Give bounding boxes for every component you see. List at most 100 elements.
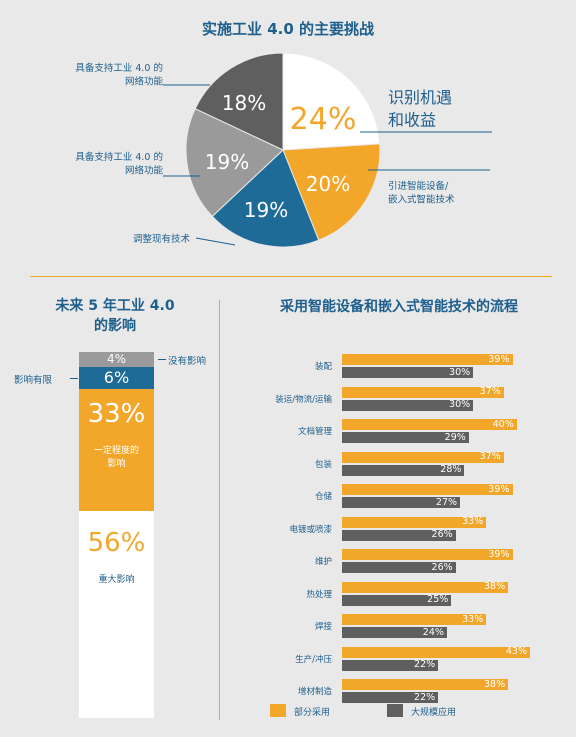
pie-slice-1 xyxy=(282,143,381,241)
stack-title-line-2: 的影响 xyxy=(94,318,136,334)
bar-value-1-5: 26% xyxy=(431,529,453,540)
bar-value-0-4: 39% xyxy=(488,483,510,495)
bar-category-label-5: 电镀或喷漆 xyxy=(289,524,332,535)
bar-chart-title: 采用智能设备和嵌入式智能技术的流程 xyxy=(280,299,518,315)
bar-value-0-2: 40% xyxy=(492,418,514,430)
bar-0-4 xyxy=(342,484,513,495)
bar-value-0-10: 38% xyxy=(484,678,506,690)
pie-leader-line-2 xyxy=(195,237,236,246)
legend-swatch-partial xyxy=(270,704,286,717)
stack-segment-label-3-line-0: 重大影响 xyxy=(98,574,135,585)
pie-slice-label-3-line-0: 具备支持工业 4.0 的 xyxy=(75,151,163,163)
bar-0-6 xyxy=(342,549,513,560)
pie-chart-title: 实施工业 4.0 的主要挑战 xyxy=(201,20,375,38)
bar-0-10 xyxy=(342,679,509,690)
bar-category-label-9: 生产/冲压 xyxy=(295,654,332,665)
bar-1-9 xyxy=(342,659,439,671)
bar-1-4 xyxy=(342,497,461,508)
pie-slice-3 xyxy=(185,108,284,218)
bar-1-10 xyxy=(342,692,439,703)
stack-title-line-1: 未来 5 年工业 4.0 xyxy=(55,298,175,314)
stack-segment-value-2: 33% xyxy=(87,398,146,429)
legend-label-partial: 部分采用 xyxy=(294,708,331,718)
bar-value-0-8: 33% xyxy=(462,613,484,625)
pie-slice-value-3: 19% xyxy=(205,150,249,174)
bar-value-0-5: 33% xyxy=(462,516,484,527)
bar-category-label-2: 文档管理 xyxy=(297,427,332,437)
vertical-divider xyxy=(219,300,220,720)
bar-1-8 xyxy=(342,627,447,638)
bar-value-1-9: 22% xyxy=(414,659,436,670)
stack-segment-label-1: 影响有限 xyxy=(14,374,53,386)
bar-1-3 xyxy=(342,464,465,476)
bar-category-label-8: 焊接 xyxy=(314,622,332,632)
stack-chart-title: 未来 5 年工业 4.0 的影响 xyxy=(20,296,210,336)
bar-1-5 xyxy=(342,529,456,541)
stack-segment-1 xyxy=(79,366,154,389)
bar-1-2 xyxy=(342,432,469,443)
bar-value-0-1: 37% xyxy=(479,386,501,397)
stack-segment-2 xyxy=(79,388,154,511)
stack-segment-value-1: 6% xyxy=(103,367,130,387)
bar-0-2 xyxy=(342,419,517,430)
bar-value-1-0: 30% xyxy=(449,366,471,378)
legend-label-large-scale: 大规模应用 xyxy=(411,708,457,718)
stack-segment-value-0: 4% xyxy=(106,352,127,367)
pie-slice-label-2-line-0: 调整现有技术 xyxy=(133,233,191,245)
bar-1-1 xyxy=(342,399,474,411)
bar-category-label-10: 增材制造 xyxy=(297,687,332,697)
bar-0-3 xyxy=(342,451,504,463)
pie-slice-label-3-line-1: 网络功能 xyxy=(125,164,164,176)
bar-0-9 xyxy=(342,646,530,658)
bar-0-8 xyxy=(342,614,487,625)
bar-value-0-6: 39% xyxy=(488,548,510,560)
stack-segment-label-2-line-1: 影响 xyxy=(107,458,126,469)
bar-0-0 xyxy=(342,354,513,365)
stacked-bar-chart: 4% 没有影响 6% 影响有限 33% 一定程度的影响 56% 重大影响 xyxy=(0,0,220,737)
pie-slice-4 xyxy=(194,52,284,151)
pie-slice-label-0-line-1: 和收益 xyxy=(388,110,436,129)
bar-0-7 xyxy=(342,581,509,593)
stack-segment-label-2-line-0: 一定程度的 xyxy=(93,445,139,456)
pie-slice-label-4-line-1: 网络功能 xyxy=(125,75,164,87)
horizontal-divider xyxy=(30,276,552,277)
pie-slice-value-1: 20% xyxy=(306,172,350,196)
bar-value-0-9: 43% xyxy=(505,646,527,657)
bar-value-0-0: 39% xyxy=(488,353,510,365)
bar-category-label-0: 装配 xyxy=(314,362,332,372)
pie-slice-label-1-line-1: 嵌入式智能技术 xyxy=(388,193,455,205)
pie-slice-label-0-line-0: 识别机遇 xyxy=(388,88,452,107)
bar-value-1-6: 26% xyxy=(431,561,453,573)
bar-value-1-4: 27% xyxy=(435,496,458,508)
stack-leader-0 xyxy=(158,359,166,361)
bar-category-label-3: 包装 xyxy=(314,459,332,470)
bar-category-label-7: 热处理 xyxy=(306,589,332,600)
bar-value-1-7: 25% xyxy=(427,594,449,605)
stack-leader-1 xyxy=(70,377,78,379)
pie-slice-value-4: 18% xyxy=(222,91,266,115)
pie-slice-value-2: 19% xyxy=(244,198,288,222)
bar-value-1-2: 29% xyxy=(444,431,466,443)
pie-slice-value-0: 24% xyxy=(290,102,357,137)
bar-value-1-10: 22% xyxy=(414,691,436,703)
bar-category-label-6: 维护 xyxy=(314,557,332,567)
stack-segment-value-3: 56% xyxy=(87,527,146,558)
pie-slice-label-1-line-0: 引进智能设备/ xyxy=(388,180,449,192)
stack-segment-3 xyxy=(79,510,154,718)
bar-1-7 xyxy=(342,594,452,606)
pie-slice-2 xyxy=(211,149,320,248)
pie-slice-label-4-line-0: 具备支持工业 4.0 的 xyxy=(75,62,163,74)
bar-1-6 xyxy=(342,562,456,573)
bar-value-0-7: 38% xyxy=(484,581,506,592)
bar-value-1-3: 28% xyxy=(440,464,462,475)
bar-category-label-4: 仓储 xyxy=(314,492,332,502)
stack-segment-label-0: 没有影响 xyxy=(168,356,207,368)
bar-1-0 xyxy=(342,367,474,378)
bar-category-label-1: 装运/物流/运输 xyxy=(275,394,332,405)
pie-slice-0 xyxy=(282,52,381,151)
bar-0-1 xyxy=(342,386,504,398)
bar-value-1-8: 24% xyxy=(422,626,444,638)
stack-segment-0 xyxy=(79,352,154,367)
